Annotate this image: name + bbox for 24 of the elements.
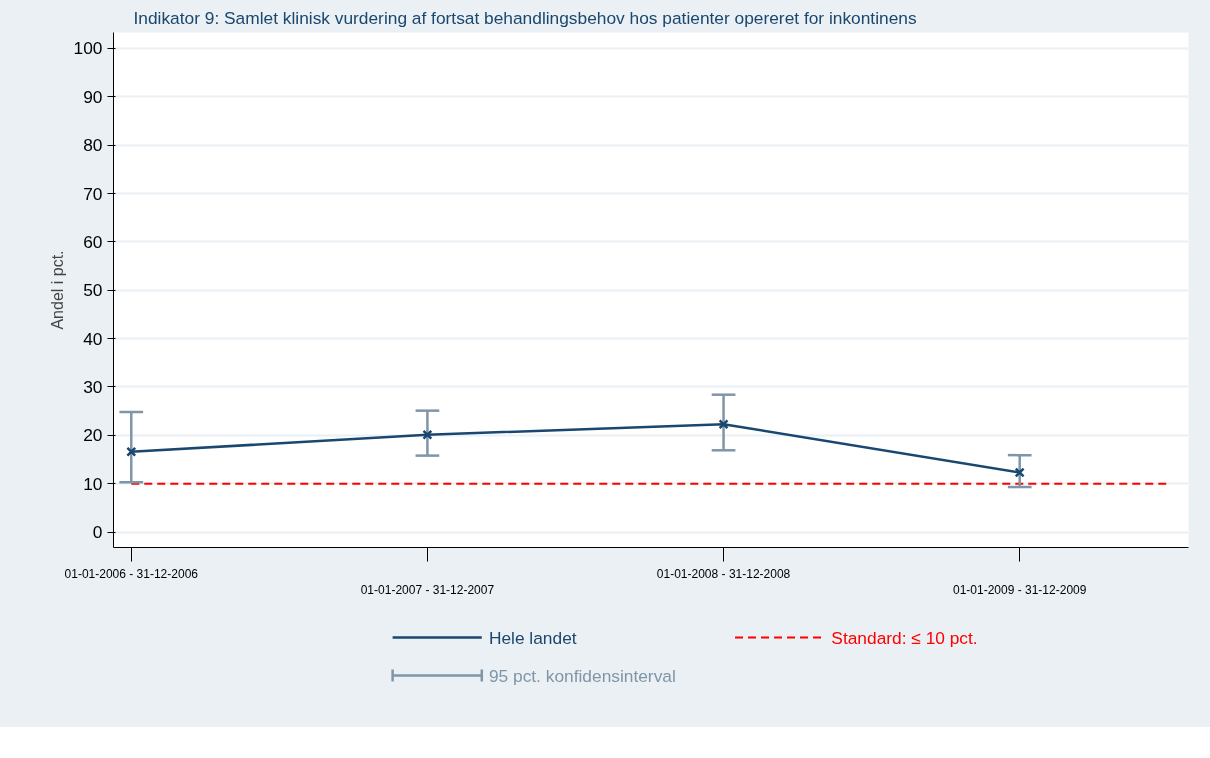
y-tick-label: 50 <box>83 280 103 301</box>
y-tick-label: 100 <box>73 38 103 59</box>
chart-title: Indikator 9: Samlet klinisk vurdering af fortsat behandlingsbehov hos patienter opereret for inkontinens <box>133 7 917 28</box>
y-tick-label: 60 <box>83 231 103 252</box>
x-tick-label: 01-01-2008 - 31-12-2008 <box>656 566 791 581</box>
x-tick-label: 01-01-2009 - 31-12-2009 <box>952 583 1087 598</box>
y-tick-label: 80 <box>83 135 103 156</box>
point <box>1014 467 1025 478</box>
ref-line-label: Standard: ≤ 10 pct. <box>831 627 978 648</box>
text: Hele landet <box>488 627 577 648</box>
x-tick-label: 01-01-2007 - 31-12-2007 <box>360 583 495 598</box>
point <box>718 419 729 430</box>
x-tick-label: 01-01-2006 - 31-12-2006 <box>64 566 199 581</box>
y-tick-label: 10 <box>83 473 103 494</box>
y-tick-label: 20 <box>83 425 103 446</box>
y-tick-label: 0 <box>92 522 103 543</box>
y-axis-title: Andel i pct. <box>48 250 66 330</box>
y-tick-label: 40 <box>83 328 103 349</box>
text: 95 pct. konfidensinterval <box>488 665 676 686</box>
y-tick-label: 30 <box>83 376 103 397</box>
y-tick-label: 70 <box>83 183 103 204</box>
point <box>422 429 433 440</box>
point <box>126 446 137 457</box>
y-tick-label: 90 <box>83 86 103 107</box>
